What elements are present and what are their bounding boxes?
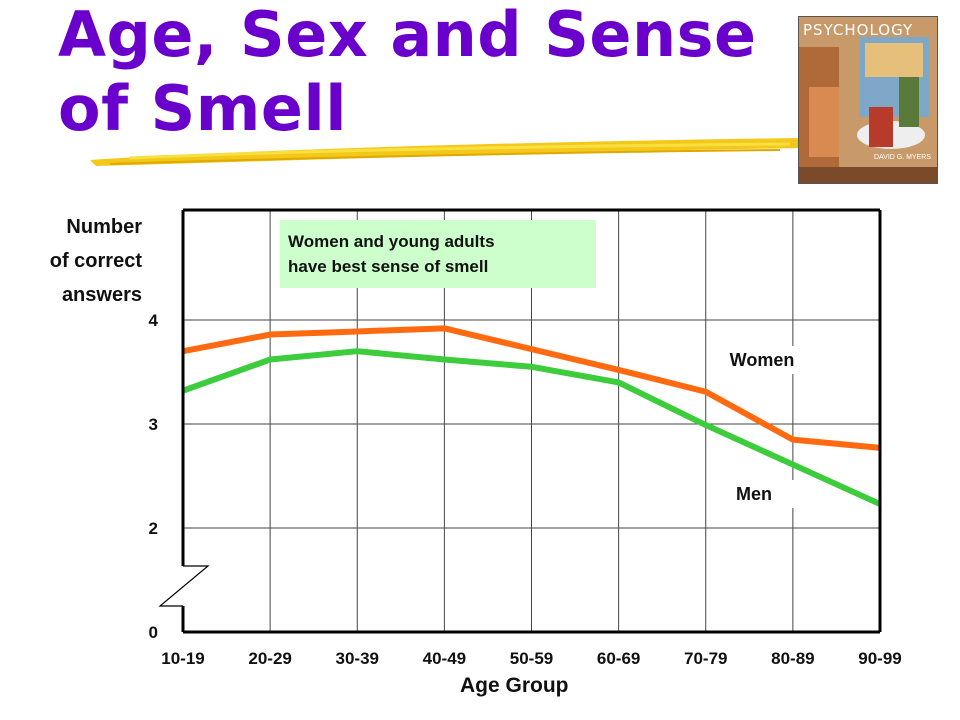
annotation-box: Women and young adults have best sense o… <box>280 220 596 288</box>
x-tick-label: 90-99 <box>858 649 901 668</box>
y-tick-label: 3 <box>149 415 158 434</box>
annotation-line2: have best sense of smell <box>288 257 489 276</box>
x-tick-label: 60-69 <box>597 649 640 668</box>
annotation-line1: Women and young adults <box>288 232 495 251</box>
series-label-men: Men <box>736 484 772 504</box>
book-author: DAVID G. MYERS <box>873 154 931 161</box>
y-tick-label: 0 <box>149 623 158 642</box>
slide-title: Age, Sex and Sense of Smell <box>58 0 757 146</box>
cover-painting-icon <box>799 17 937 183</box>
chart-frame <box>158 208 882 634</box>
chart-tick-labels: 0 2 3 4 10-19 20-29 30-39 40-49 50-59 60-69 70-79 8… <box>149 311 902 668</box>
textbook-cover-image: PSYCHOLOGY DAVID G. MYERS <box>798 16 938 184</box>
chart-series <box>181 325 882 507</box>
slide-title-line2: of Smell <box>58 72 347 145</box>
axis-break-mark <box>158 565 210 607</box>
slide-title-line1: Age, Sex and Sense <box>58 0 757 71</box>
series-label-background <box>710 480 798 508</box>
series-line-men <box>181 348 882 507</box>
x-tick-label: 70-79 <box>684 649 727 668</box>
y-tick-label: 2 <box>149 519 158 538</box>
x-tick-label: 80-89 <box>771 649 814 668</box>
x-tick-label: 20-29 <box>248 649 291 668</box>
x-tick-label: 30-39 <box>336 649 379 668</box>
y-axis-label-line2: of correct <box>49 250 142 272</box>
series-label-background <box>718 346 806 374</box>
series-label-women: Women <box>730 350 795 370</box>
x-tick-label: 10-19 <box>161 649 204 668</box>
x-tick-label: 40-49 <box>423 649 466 668</box>
y-axis-label: Number of correct answers <box>0 210 142 312</box>
x-tick-label: 50-59 <box>510 649 553 668</box>
y-axis-label-line1: Number <box>66 216 142 238</box>
book-title: PSYCHOLOGY <box>803 21 914 39</box>
yellow-swoosh-decoration <box>90 138 806 166</box>
series-line-women <box>182 325 881 451</box>
y-tick-label: 4 <box>149 311 159 330</box>
y-axis-label-line3: answers <box>61 284 142 306</box>
x-axis-title: Age Group <box>460 674 569 697</box>
